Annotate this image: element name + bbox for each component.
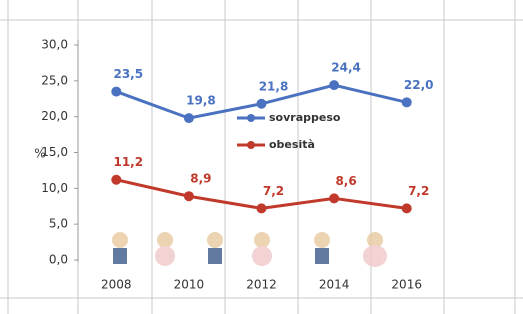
point <box>329 80 339 90</box>
x-tick-label: 2010 <box>174 278 205 292</box>
point <box>257 203 267 213</box>
y-tick-label: 30,0 <box>41 38 68 52</box>
point <box>184 113 194 123</box>
y-tick-label: 10,0 <box>41 181 68 195</box>
legend-marker <box>247 114 255 122</box>
point <box>329 193 339 203</box>
page: {"chart_data": {"type": "line", "y_label… <box>0 0 523 314</box>
legend-marker <box>247 141 255 149</box>
value-label: 8,9 <box>190 172 211 186</box>
x-tick-label: 2012 <box>246 278 277 292</box>
x-tick-label: 2016 <box>391 278 422 292</box>
value-label: 7,2 <box>408 184 429 198</box>
value-label: 7,2 <box>263 184 284 198</box>
point <box>111 175 121 185</box>
y-tick-label: 0,0 <box>49 253 68 267</box>
point <box>257 99 267 109</box>
point <box>184 191 194 201</box>
legend-label: obesità <box>269 138 315 151</box>
value-label: 21,8 <box>259 79 289 93</box>
x-tick-label: 2008 <box>101 278 132 292</box>
y-tick-label: 25,0 <box>41 73 68 87</box>
decoration <box>112 232 387 267</box>
legend-label: sovrappeso <box>269 111 341 124</box>
value-label: 11,2 <box>113 155 143 169</box>
value-label: 24,4 <box>331 61 361 75</box>
y-tick-label: 5,0 <box>49 217 68 231</box>
value-label: 23,5 <box>113 67 143 81</box>
point <box>402 97 412 107</box>
value-label: 19,8 <box>186 94 216 108</box>
y-tick-label: 20,0 <box>41 109 68 123</box>
value-label: 22,0 <box>404 78 434 92</box>
chart: % 0,05,010,015,020,025,030,0200820102012… <box>0 0 523 314</box>
point <box>111 87 121 97</box>
x-tick-label: 2014 <box>319 278 350 292</box>
point <box>402 203 412 213</box>
value-label: 8,6 <box>335 174 356 188</box>
y-tick-label: 15,0 <box>41 145 68 159</box>
